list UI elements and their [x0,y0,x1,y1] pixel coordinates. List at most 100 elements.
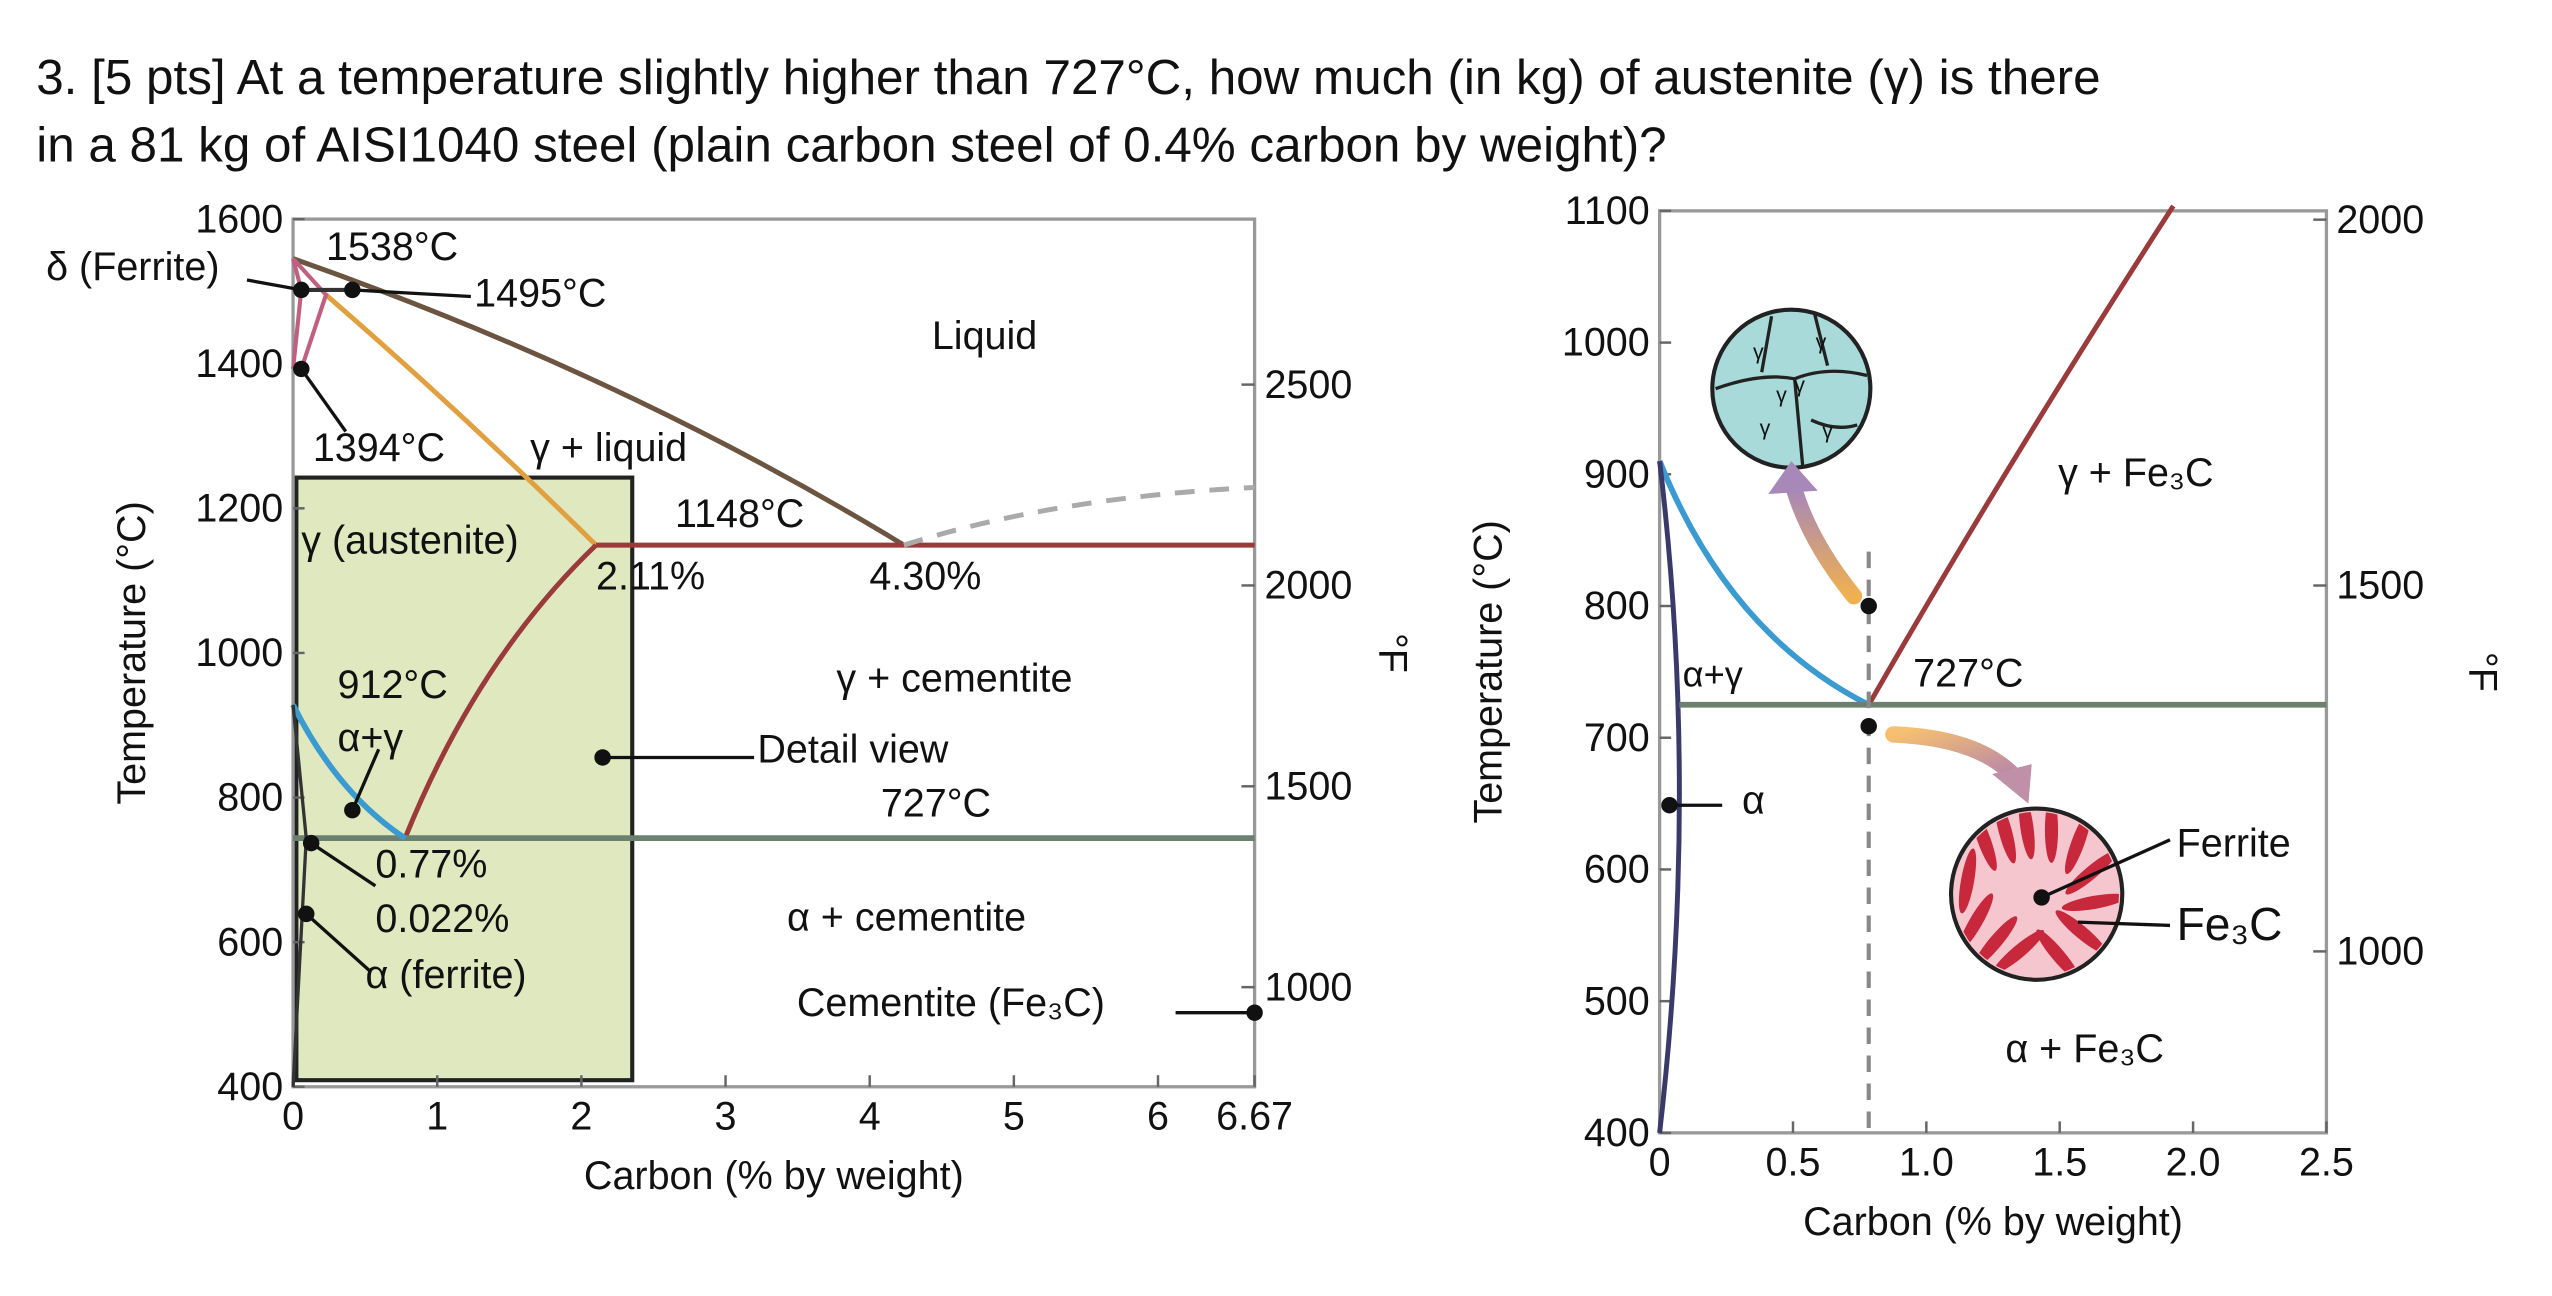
pointer-line [246,278,302,292]
diagram-label: 4.30% [869,555,981,599]
phase-boundary [903,485,1255,548]
y2-tick-label: 1500 [2336,564,2424,608]
x-tick-label: 5 [1003,1095,1025,1139]
phase-boundary [291,257,329,370]
figure-caption: (a) [748,1289,800,1296]
grain-label: γ [1822,419,1833,443]
diagram-label: γ + cementite [836,657,1072,701]
grain-label: γ [1753,340,1764,364]
phase-boundary [1866,204,2176,707]
diagram-label: 0.022% [375,897,509,941]
cementite-plate [1992,930,2045,974]
x-axis-label: Carbon (% by weight) [1803,1200,2183,1244]
diagram-label: Cementite (Fe₃C) [797,981,1105,1025]
x-tick-label: 0 [282,1095,304,1139]
diagram-label: 0.77% [375,843,487,887]
y2-tick-label: 2000 [2336,198,2424,242]
x-tick-label: 4 [859,1095,881,1139]
x-tick-label: 0 [1649,1141,1671,1185]
y2-axis-label: °F [2461,652,2505,692]
diagram-label: α + Fe₃C [2005,1027,2164,1071]
austenite-grains [1710,307,1873,470]
y-tick-label: 700 [1584,716,1650,760]
x-tick-label: 2 [570,1095,592,1139]
y-tick-label: 500 [1584,979,1650,1023]
y-tick-label: 400 [1584,1111,1650,1155]
diagram-label: δ (Ferrite) [46,245,219,289]
y-tick-label: 1200 [195,486,283,530]
lamellae [1958,811,2119,977]
phase-boundary [1786,482,1863,605]
y2-tick-label: 1000 [2336,930,2424,974]
y-tick-label: 600 [217,920,283,964]
diagram-label: Ferrite [2177,821,2291,865]
y-tick-label: 800 [217,776,283,820]
question-line: 3. [5 pts] At a temperature slightly hig… [36,50,2100,105]
diagram-label: γ + liquid [530,426,687,470]
pointer-line [310,841,377,888]
arrow-head [1768,461,1818,495]
diagram-label: 727°C [1913,652,2023,696]
y-tick-label: 800 [1584,584,1650,628]
y-tick-label: 900 [1584,452,1650,496]
x-tick-label: 6.67 [1216,1095,1293,1139]
diagram-label: 1495°C [474,271,606,315]
arrow-head [1992,764,2032,804]
figure-caption: (b) [1969,1289,2021,1296]
x-tick-label: 1.0 [1899,1141,1954,1185]
diagram-label: Detail view [757,727,948,771]
x-tick-label: 0.5 [1766,1141,1821,1185]
y2-tick-label: 2500 [1264,363,1352,407]
pointer-line [350,748,381,811]
y-tick-label: 1000 [1562,321,1650,365]
cementite-plate [1973,916,2018,968]
y-tick-label: 600 [1584,848,1650,892]
x-tick-label: 1 [426,1095,448,1139]
y-tick-label: 1600 [195,197,283,241]
diagram-label: 2.11% [596,555,705,599]
x-tick-label: 1.5 [2032,1141,2087,1185]
x-tick-label: 3 [715,1095,737,1139]
y2-tick-label: 2000 [1264,564,1352,608]
cementite-plate [2064,812,2091,875]
phase-boundary [1885,726,2021,783]
phase-boundary [402,543,598,840]
y2-axis-label: °F [1371,633,1415,673]
pointer-line [2040,838,2171,899]
phase-boundary [324,292,598,547]
question-line: in a 81 kg of AISI1040 steel (plain carb… [36,117,1666,172]
grain-label: γ [1776,383,1787,407]
grain-label: γ [1816,330,1827,354]
x-tick-label: 6 [1147,1095,1169,1139]
cementite-plate [2061,893,2119,912]
cementite-plate [2018,811,2035,860]
x-tick-label: 2.5 [2299,1141,2354,1185]
diagram-label: α+γ [338,716,404,760]
pointer-line [299,367,348,433]
y-axis-label: Temperature (°C) [1467,520,1511,823]
y-tick-label: 1000 [195,631,283,675]
diagram-label: Fe₃C [2177,898,2283,950]
cementite-plate [1958,893,1994,951]
diagram-label: α [1742,778,1765,822]
x-axis-label: Carbon (% by weight) [584,1154,964,1198]
y-tick-label: 1100 [1565,189,1650,233]
y-axis-label: Temperature (°C) [110,501,154,804]
y-tick-label: 1400 [195,342,283,386]
diagram-label: α + cementite [787,895,1026,939]
point-marker [1246,1004,1263,1021]
cementite-plate [2044,811,2059,863]
diagram-label: 1148°C [675,492,804,536]
diagram-label: Liquid [932,314,1037,358]
phase-boundary [1656,460,1871,708]
point-marker [293,281,310,299]
detail-view-box [294,475,635,1083]
phase-boundary [1657,460,1682,1134]
x-tick-label: 2.0 [2166,1141,2221,1185]
diagram-label: 1394°C [313,426,445,470]
diagram-label: γ (austenite) [301,518,518,562]
diagram-label: α+γ [1683,654,1743,695]
diagram-label: 727°C [881,782,991,826]
